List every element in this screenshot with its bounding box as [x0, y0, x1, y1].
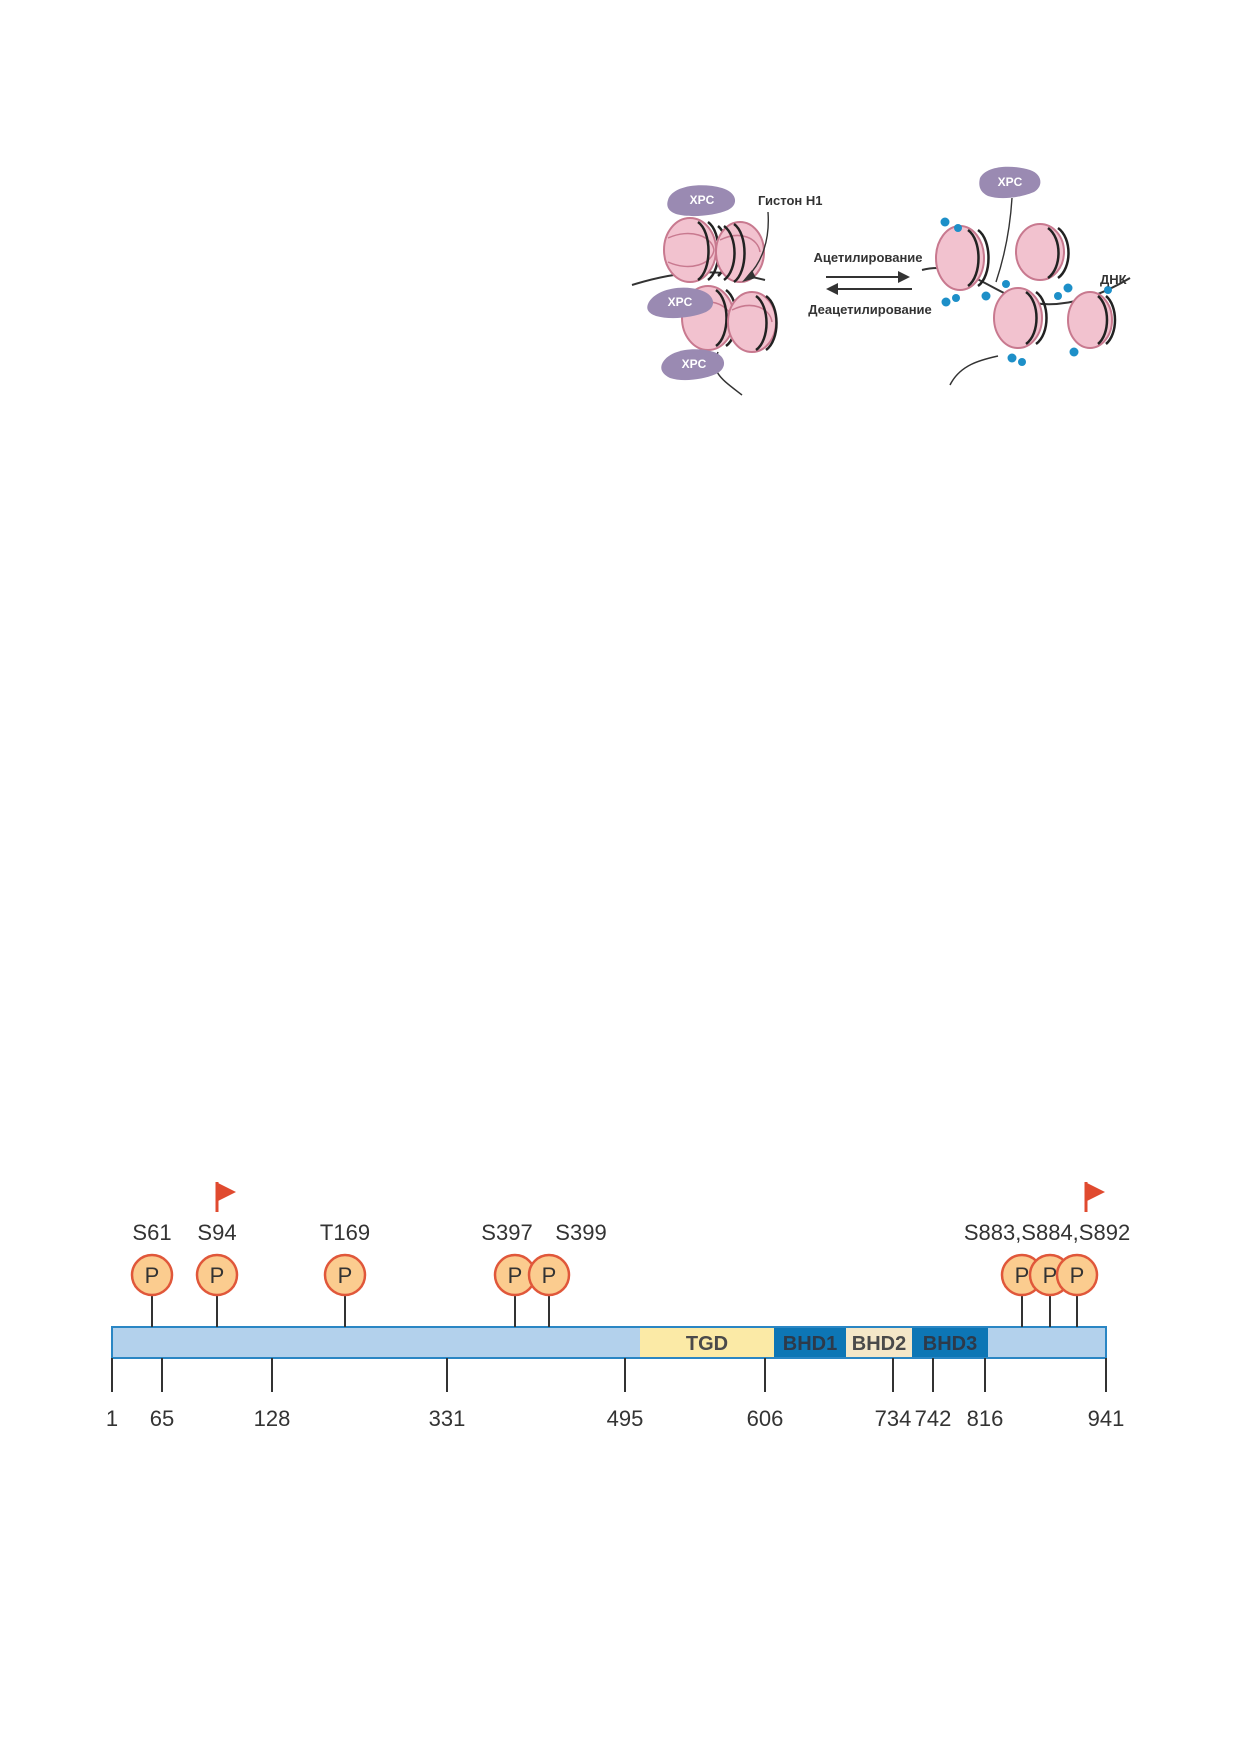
domain-bhd1	[774, 1328, 846, 1357]
nucleosome	[727, 291, 778, 353]
phosphosite-symbol: P	[1070, 1263, 1085, 1288]
domain-bhd2	[846, 1328, 912, 1357]
domain-label: BHD1	[783, 1333, 837, 1355]
position-label: 128	[254, 1406, 291, 1431]
arrow-left-icon	[826, 283, 838, 295]
chromatin-remodeling-figure: XPC XPC XPC Гистон Н1 Ацетилирование Деа…	[631, 166, 1131, 396]
site-label-s61: S61	[132, 1220, 171, 1245]
protein-domain-map: TGD BHD1 BHD2 BHD3 1 65 128 331 495 606 734 742 816…	[106, 1182, 1130, 1431]
site-label-t169: T169	[320, 1220, 370, 1245]
site-label-s94: S94	[197, 1220, 236, 1245]
xpc-protein: XPC	[647, 287, 714, 319]
domain-layer: TGD BHD1 BHD2 BHD3	[640, 1328, 988, 1357]
domain-bhd3	[912, 1328, 988, 1357]
dna-label: ДНК	[1100, 272, 1127, 287]
acetyl-marks	[940, 217, 1112, 366]
xpc-label: XPC	[682, 357, 707, 371]
position-label: 65	[150, 1406, 174, 1431]
arrow-right-icon	[898, 271, 910, 283]
phosphosite-symbol: P	[145, 1263, 160, 1288]
phosphosite-symbol: P	[338, 1263, 353, 1288]
nucleosome	[1015, 223, 1070, 281]
site-label-s397: S397	[481, 1220, 532, 1245]
domain-label: BHD3	[923, 1333, 977, 1355]
tick-layer: 1 65 128 331 495 606 734 742 816 941	[106, 1358, 1124, 1431]
xpc-pointer	[995, 197, 1013, 283]
flag-icon	[1084, 1182, 1105, 1212]
xpc-protein: XPC	[661, 349, 725, 381]
position-label: 816	[967, 1406, 1004, 1431]
phosphosite-marker: P	[195, 1253, 239, 1297]
nucleosome	[993, 287, 1048, 349]
deacetylation-label: Деацетилирование	[808, 302, 932, 317]
phosphosite-marker: P	[1055, 1253, 1099, 1297]
phosphosite-symbol: P	[1015, 1263, 1030, 1288]
phosphosite-marker: P	[130, 1253, 174, 1297]
phosphosite-symbol: P	[210, 1263, 225, 1288]
position-label: 742	[915, 1406, 952, 1431]
phosphosite-marker: P	[527, 1253, 571, 1297]
position-label: 941	[1088, 1406, 1125, 1431]
xpc-label: XPC	[998, 175, 1023, 189]
site-label-s883-s884-s892: S883,S884,S892	[964, 1220, 1130, 1245]
stem-layer	[151, 1296, 1078, 1327]
phosphosite-symbol: P	[1043, 1263, 1058, 1288]
dna-strand	[949, 355, 999, 386]
arrowhead-icon	[742, 270, 756, 282]
position-label: 1	[106, 1406, 118, 1431]
domain-tgd	[640, 1328, 774, 1357]
xpc-label: XPC	[690, 193, 715, 207]
domain-label: BHD2	[852, 1333, 906, 1355]
nucleosome	[1067, 291, 1117, 349]
position-label: 606	[747, 1406, 784, 1431]
phosphosite-symbol: P	[542, 1263, 557, 1288]
xpc-protein: XPC	[979, 166, 1041, 199]
nucleosome	[715, 221, 765, 284]
position-label: 331	[429, 1406, 466, 1431]
site-label-s399: S399	[555, 1220, 606, 1245]
phosphosite-symbol: P	[508, 1263, 523, 1288]
domain-label: TGD	[686, 1333, 728, 1355]
xpc-protein: XPC	[667, 185, 736, 217]
histone-h1-label: Гистон Н1	[758, 193, 823, 208]
xpc-label: XPC	[668, 295, 693, 309]
acetylation-label: Ацетилирование	[813, 250, 922, 265]
position-label: 734	[875, 1406, 912, 1431]
flag-icon	[215, 1182, 236, 1212]
phosphosite-marker: P	[323, 1253, 367, 1297]
position-label: 495	[607, 1406, 644, 1431]
